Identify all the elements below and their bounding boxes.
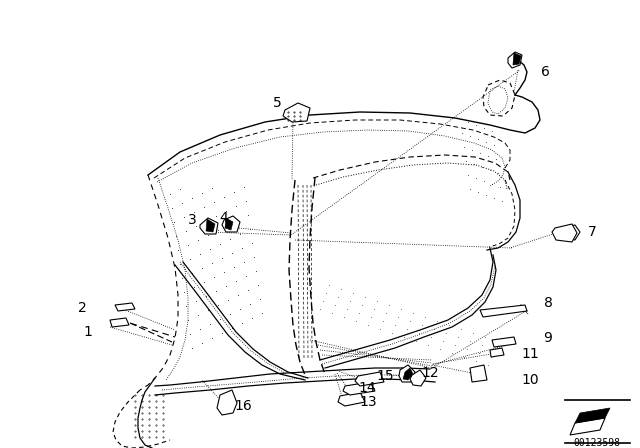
- Polygon shape: [480, 305, 527, 317]
- Polygon shape: [492, 337, 516, 347]
- Polygon shape: [355, 372, 384, 386]
- Polygon shape: [115, 303, 135, 311]
- Polygon shape: [575, 408, 610, 423]
- Text: 00123598: 00123598: [573, 438, 621, 448]
- Polygon shape: [513, 53, 521, 65]
- Text: 13: 13: [359, 395, 377, 409]
- Polygon shape: [200, 218, 218, 234]
- Polygon shape: [556, 225, 580, 240]
- Text: 16: 16: [234, 399, 252, 413]
- Text: 1: 1: [84, 325, 92, 339]
- Polygon shape: [222, 216, 240, 232]
- Polygon shape: [399, 365, 415, 382]
- Polygon shape: [410, 370, 426, 386]
- Text: 12: 12: [421, 366, 439, 380]
- Polygon shape: [225, 218, 233, 230]
- Text: 14: 14: [358, 381, 376, 395]
- Polygon shape: [403, 368, 413, 380]
- Polygon shape: [552, 224, 577, 242]
- Polygon shape: [570, 418, 605, 435]
- Polygon shape: [338, 392, 365, 406]
- Text: 3: 3: [188, 213, 196, 227]
- Polygon shape: [217, 390, 237, 415]
- Text: 9: 9: [543, 331, 552, 345]
- Text: 11: 11: [521, 347, 539, 361]
- Polygon shape: [343, 382, 375, 395]
- Text: 2: 2: [77, 301, 86, 315]
- Text: 8: 8: [543, 296, 552, 310]
- Text: 5: 5: [273, 96, 282, 110]
- Polygon shape: [470, 365, 487, 382]
- Text: 6: 6: [541, 65, 549, 79]
- Text: 4: 4: [220, 211, 228, 225]
- Polygon shape: [206, 219, 215, 232]
- Polygon shape: [110, 318, 129, 327]
- Text: 15: 15: [376, 369, 394, 383]
- Text: 10: 10: [521, 373, 539, 387]
- Text: 7: 7: [588, 225, 596, 239]
- Polygon shape: [490, 348, 504, 357]
- Polygon shape: [508, 52, 522, 68]
- Polygon shape: [283, 103, 310, 122]
